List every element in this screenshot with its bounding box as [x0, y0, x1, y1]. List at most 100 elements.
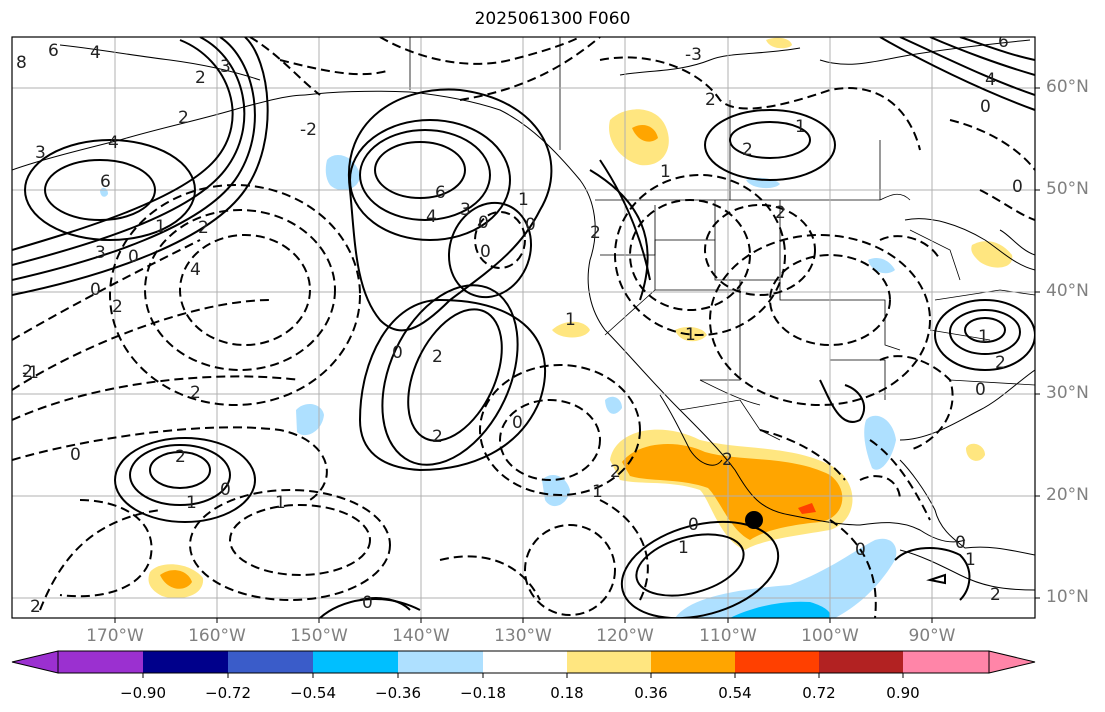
contour-label: -2	[300, 120, 317, 140]
colorbar-tick-label: 0.18	[550, 684, 584, 702]
contour-label: 4	[190, 260, 201, 280]
contour-label: 2	[432, 347, 443, 367]
colorbar-segment	[398, 651, 483, 673]
lon-label-100w: 100°W	[801, 626, 859, 646]
contour-label: 2	[22, 362, 33, 382]
contour-label: 1	[565, 310, 576, 330]
contour-label: 0	[128, 247, 139, 267]
contour-label: 2	[610, 462, 621, 482]
contour-label: 0	[525, 215, 536, 235]
contour-label: 2	[112, 297, 123, 317]
contour-label: 3	[35, 143, 46, 163]
lon-label-120w: 120°W	[596, 626, 654, 646]
contour-label: 0	[90, 280, 101, 300]
storm-center-marker	[745, 511, 763, 529]
shaded-field-positive	[148, 37, 1013, 599]
lat-label-10n: 10°N	[1046, 587, 1089, 607]
lon-label-110w: 110°W	[699, 626, 757, 646]
contour-label: 2	[990, 585, 1001, 605]
colorbar-extend-min	[11, 650, 59, 674]
colorbar-segment	[58, 651, 143, 673]
colorbar-extend-max	[988, 650, 1036, 674]
contour-label: 2	[775, 203, 786, 223]
lat-ticks	[1035, 87, 1040, 599]
contour-label: 1	[660, 162, 671, 182]
colorbar-tick-label: 0.54	[718, 684, 752, 702]
contour-label: 2	[742, 140, 753, 160]
contour-label: 0	[70, 445, 81, 465]
lat-label-50n: 50°N	[1046, 179, 1089, 199]
contour-label: 1	[518, 190, 529, 210]
contour-label: 6	[100, 172, 111, 192]
contour-label: 0	[1012, 177, 1023, 197]
contour-label: 4	[108, 133, 119, 153]
contour-label: 1	[978, 327, 989, 347]
colorbar	[11, 650, 1036, 678]
contour-label: 8	[16, 53, 27, 73]
colorbar-segment	[903, 651, 989, 673]
contour-label: 0	[512, 413, 523, 433]
contour-label: 6	[998, 32, 1009, 52]
contour-label: 1	[678, 538, 689, 558]
colorbar-tick-label: −0.18	[460, 684, 506, 702]
contour-label: 2	[432, 427, 443, 447]
contour-label: 2	[195, 68, 206, 88]
contours-positive	[12, 37, 1035, 618]
contour-label: 3	[460, 200, 471, 220]
contour-label: 1	[685, 325, 696, 345]
colorbar-tick-label: −0.54	[290, 684, 336, 702]
contour-label: 2	[198, 218, 209, 238]
contour-label-layer: 8 6 4 3 3 4 2 2 6 3 1 0 2 4 0 2 2 -2 6 4…	[16, 32, 1023, 617]
contour-label: 1	[795, 117, 806, 137]
contour-label: -1	[22, 363, 39, 383]
lon-ticks	[114, 618, 933, 623]
lon-label-170w: 170°W	[86, 626, 144, 646]
contour-label: 0	[220, 480, 231, 500]
lon-label-160w: 160°W	[188, 626, 246, 646]
contour-label: 0	[855, 540, 866, 560]
contour-label: 0	[478, 213, 489, 233]
contour-label: 4	[985, 70, 996, 90]
contour-label: 3	[220, 57, 231, 77]
contour-label: 1	[592, 482, 603, 502]
contour-label: 2	[178, 108, 189, 128]
contour-label: 4	[90, 43, 101, 63]
contour-label: 1	[186, 493, 197, 513]
contour-label: 0	[392, 343, 403, 363]
contour-label: 3	[95, 243, 106, 263]
colorbar-segment	[228, 651, 313, 673]
contour-label: 0	[362, 593, 373, 613]
lon-label-130w: 130°W	[494, 626, 552, 646]
contour-label: 2	[190, 383, 201, 403]
contour-label: 2	[995, 353, 1006, 373]
lon-label-140w: 140°W	[392, 626, 450, 646]
colorbar-segment	[483, 651, 567, 673]
colorbar-segment	[313, 651, 398, 673]
contour-label: 1	[155, 217, 166, 237]
contour-label: 6	[48, 41, 59, 61]
contour-label: 6	[435, 183, 446, 203]
colorbar-tick-label: 0.72	[802, 684, 836, 702]
contour-label: 0	[955, 533, 966, 553]
colorbar-tick-label: −0.90	[120, 684, 166, 702]
colorbar-segment	[567, 651, 651, 673]
colorbar-segment	[819, 651, 903, 673]
state-borders	[409, 37, 1035, 441]
contour-label: 2	[590, 223, 601, 243]
coastlines	[12, 39, 1035, 591]
lat-label-60n: 60°N	[1046, 77, 1089, 97]
contour-label: 0	[980, 97, 991, 117]
lat-label-20n: 20°N	[1046, 485, 1089, 505]
colorbar-tick-label: −0.36	[375, 684, 421, 702]
colorbar-segment	[651, 651, 735, 673]
contour-label: 1	[275, 493, 286, 513]
contours-negative	[12, 37, 1035, 618]
colorbar-tick-label: −0.72	[205, 684, 251, 702]
colorbar-segment	[735, 651, 819, 673]
contour-label: 0	[975, 380, 986, 400]
contour-label: 0	[480, 242, 491, 262]
map-title: 2025061300 F060	[474, 9, 631, 29]
contour-label: 1	[965, 550, 976, 570]
contour-label: 2	[722, 450, 733, 470]
